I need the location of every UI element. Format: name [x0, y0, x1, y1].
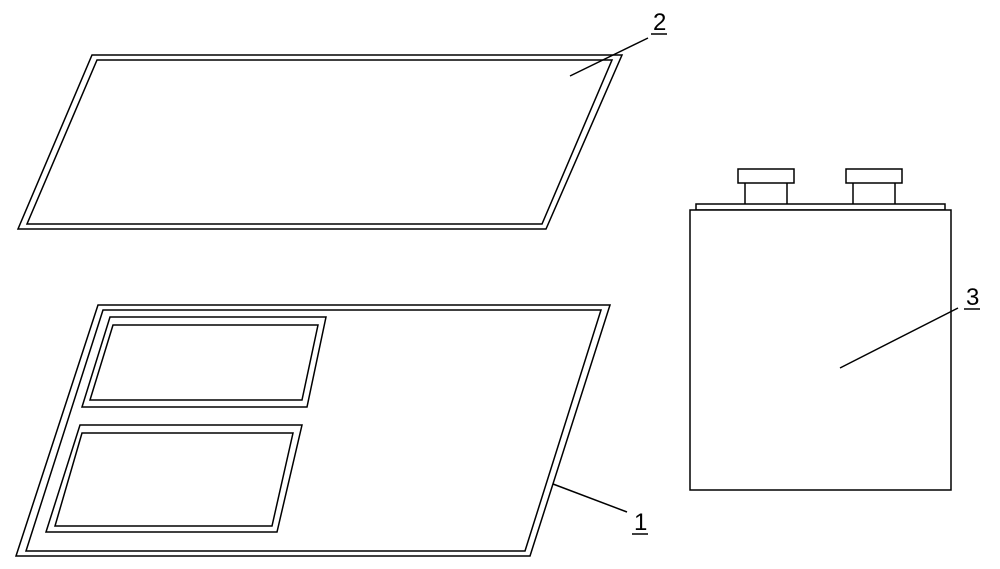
label-2: 2	[653, 9, 666, 36]
label-3: 3	[966, 284, 979, 311]
battery-component	[690, 169, 951, 490]
technical-diagram: 1 2 3	[0, 0, 1000, 569]
top-panel	[18, 55, 622, 229]
label-1: 1	[634, 509, 647, 536]
bottom-panel	[16, 305, 610, 556]
